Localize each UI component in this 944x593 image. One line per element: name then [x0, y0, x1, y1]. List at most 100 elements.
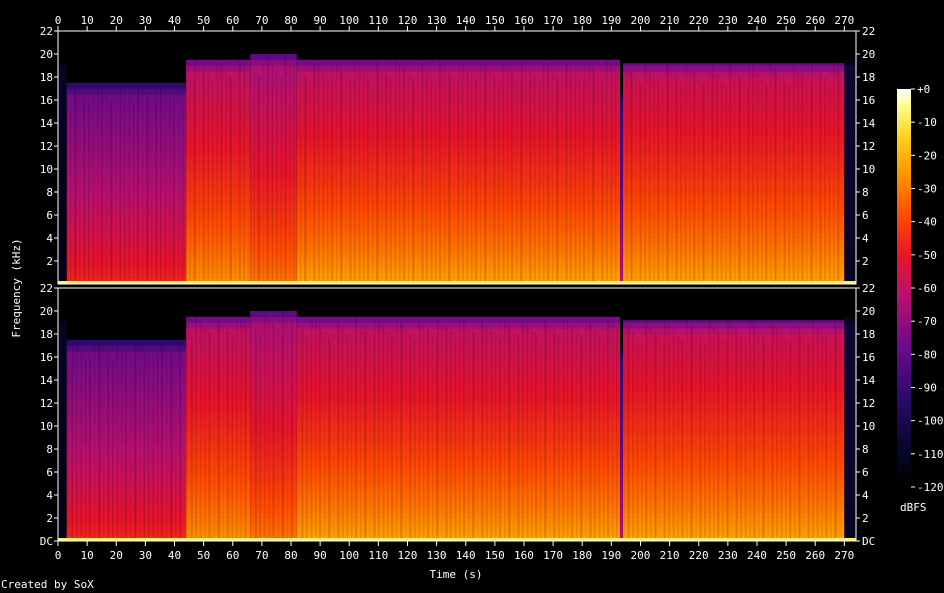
spectrum-band: [186, 472, 251, 479]
spectrum-band: [620, 345, 624, 352]
spectrum-band: [250, 220, 297, 227]
spectrum-band: [58, 408, 67, 415]
spectrum-band: [844, 408, 856, 415]
spectrum-band: [66, 420, 187, 427]
spectrum-band: [623, 100, 845, 107]
spectrum-band: [623, 477, 845, 484]
spectrum-band: [620, 111, 624, 118]
spectrum-band: [58, 472, 67, 479]
spectrum-band: [620, 272, 624, 279]
spectrum-band: [844, 328, 856, 335]
spectrum-band: [250, 266, 297, 273]
spectrum-band: [186, 391, 251, 398]
spectrum-band: [620, 151, 624, 158]
spectrum-band: [623, 243, 845, 250]
spectrum-band: [620, 477, 624, 484]
spectrum-band: [296, 169, 621, 176]
spectrum-band: [66, 351, 187, 358]
spectrum-band: [623, 226, 845, 233]
spectrum-band: [58, 134, 67, 141]
x-tick-label: 0: [55, 14, 62, 27]
spectrum-band: [296, 403, 621, 410]
spectrum-band: [844, 255, 856, 262]
spectrum-band: [250, 117, 297, 124]
spectrum-band: [620, 266, 624, 273]
spectrum-band: [66, 426, 187, 433]
spectrum-band: [58, 460, 67, 467]
spectrum-band: [620, 174, 624, 181]
x-tick-label: 260: [805, 14, 825, 27]
spectrum-band: [620, 426, 624, 433]
spectrum-band: [623, 71, 845, 78]
y-tick-label: 20: [862, 305, 875, 318]
spectrum-band: [66, 163, 187, 170]
spectrum-band: [844, 128, 856, 135]
spectrum-band: [296, 328, 621, 335]
spectrum-band: [844, 466, 856, 473]
spectrum-band: [66, 512, 187, 519]
spectrum-band: [844, 368, 856, 375]
spectrum-band: [623, 209, 845, 216]
spectrum-band: [66, 506, 187, 513]
spectrum-band: [623, 495, 845, 502]
x-tick-label: 80: [284, 14, 297, 27]
spectrum-band: [623, 489, 845, 496]
spectrum-band: [58, 437, 67, 444]
spectrum-band: [250, 82, 297, 89]
spectrum-band: [58, 203, 67, 210]
x-tick-label: 180: [572, 549, 592, 562]
spectrum-band: [58, 362, 67, 369]
spectrum-band: [844, 238, 856, 245]
x-tick-label: 90: [313, 14, 326, 27]
spectrum-band: [186, 249, 251, 256]
spectrum-band: [66, 243, 187, 250]
spectrum-band: [620, 431, 624, 438]
spectrum-band: [58, 466, 67, 473]
spectrum-band: [186, 529, 251, 536]
spectrum-band: [844, 500, 856, 507]
spectrum-band: [844, 495, 856, 502]
spectrum-segment: [57, 54, 67, 285]
spectrum-band: [296, 140, 621, 147]
spectrum-band: [620, 351, 624, 358]
spectrum-band: [58, 169, 67, 176]
spectrum-band: [844, 454, 856, 461]
x-tick-label: 10: [80, 14, 93, 27]
spectrum-band: [250, 100, 297, 107]
spectrum-band: [186, 437, 251, 444]
spectrum-band: [250, 105, 297, 112]
spectrum-band: [296, 71, 621, 78]
spectrum-band: [620, 249, 624, 256]
spectrum-band: [186, 77, 251, 84]
x-tick-label: 110: [368, 549, 388, 562]
spectrum-band: [250, 362, 297, 369]
spectrum-band: [296, 397, 621, 404]
y-tick-label: 12: [40, 397, 53, 410]
spectrum-band: [186, 414, 251, 421]
spectrum-band: [250, 163, 297, 170]
spectrum-band: [250, 374, 297, 381]
spectrum-band: [250, 128, 297, 135]
spectrum-band: [623, 500, 845, 507]
y-tick-label: 12: [862, 140, 875, 153]
colorbar-tick-label: -10: [917, 116, 937, 129]
x-tick-label: 30: [139, 14, 152, 27]
spectrum-band: [250, 420, 297, 427]
spectrum-band: [296, 454, 621, 461]
spectrum-band: [250, 339, 297, 346]
spectrum-segment: [623, 320, 845, 542]
spectrum-band: [623, 111, 845, 118]
spectrum-band: [620, 454, 624, 461]
y-tick-label: 4: [862, 489, 869, 502]
spectrum-band: [620, 100, 624, 107]
spectrum-band: [66, 123, 187, 130]
spectrum-band: [250, 255, 297, 262]
spectrum-band: [186, 88, 251, 95]
spectrum-band: [623, 215, 845, 222]
spectrum-band: [186, 420, 251, 427]
spectrum-band: [844, 437, 856, 444]
channel-1-spectrogram: [57, 30, 857, 285]
x-tick-label: 50: [197, 14, 210, 27]
spectrum-band: [296, 368, 621, 375]
spectrum-band: [620, 408, 624, 415]
